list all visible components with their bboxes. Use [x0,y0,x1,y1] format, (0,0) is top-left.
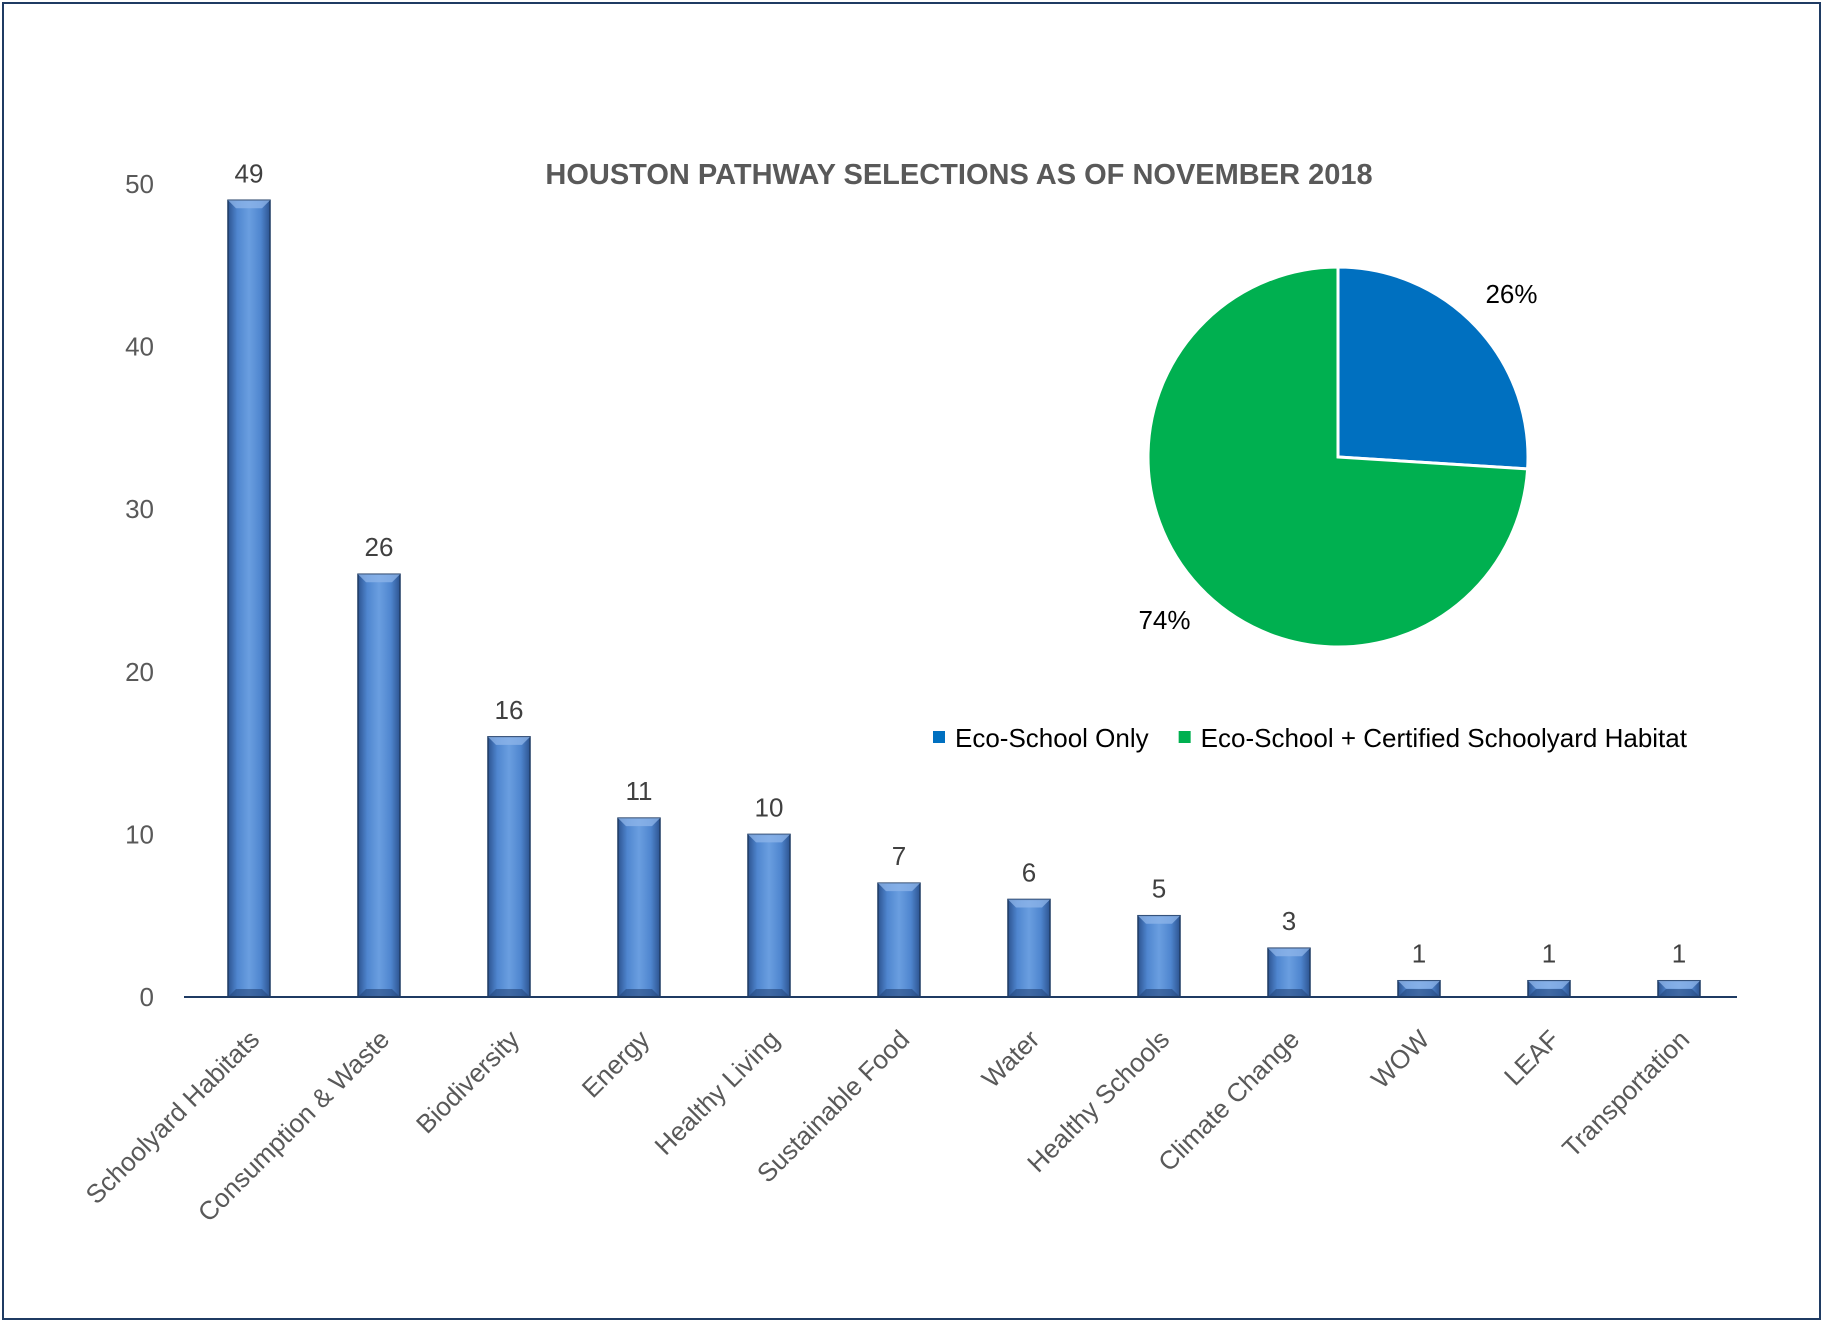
bar [357,573,401,998]
bar [1397,979,1441,998]
bar [747,833,791,998]
category-label: Energy [576,1024,655,1103]
category-label: Biodiversity [410,1024,525,1139]
legend-label: Eco-School Only [955,723,1149,753]
chart-title: HOUSTON PATHWAY SELECTIONS AS OF NOVEMBE… [545,159,1372,191]
bar [1007,898,1051,998]
data-label: 49 [235,158,264,188]
pie-legend: Eco-School Only Eco-School + Certified Sc… [933,723,1688,753]
bar [877,882,921,998]
data-label: 11 [626,776,653,806]
y-tick-label: 50 [125,169,154,199]
legend-item: Eco-School + Certified Schoolyard Habita… [1178,723,1688,753]
legend-swatch [933,731,945,743]
data-label: 1 [1412,939,1426,969]
bar [227,199,271,998]
y-tick-label: 10 [125,819,154,849]
bar [1657,979,1701,998]
data-label: 7 [892,841,906,871]
y-tick-label: 20 [125,657,154,687]
category-label: LEAF [1498,1024,1565,1091]
y-tick-label: 0 [140,982,154,1012]
y-tick-label: 40 [125,332,154,362]
bar [1137,914,1181,998]
bar-series [227,199,1701,998]
data-label: 10 [755,792,784,822]
data-label: 26 [365,532,394,562]
data-label: 6 [1022,857,1036,887]
y-axis: 0 10 20 30 40 50 [125,169,154,1012]
pie-slice-label: 74% [1138,605,1190,635]
pie-chart: 26% 74% [1138,265,1538,649]
legend-swatch [1178,731,1191,743]
data-label: 1 [1542,939,1556,969]
y-tick-label: 30 [125,494,154,524]
pie-slice [1336,265,1530,471]
bar [1527,979,1571,998]
category-label: Transportation [1556,1024,1695,1163]
data-label: 1 [1672,939,1686,969]
bar [487,736,531,998]
data-label: 5 [1152,874,1166,904]
bar [1267,947,1311,998]
chart-canvas: HOUSTON PATHWAY SELECTIONS AS OF NOVEMBE… [79,158,1737,1228]
bar [617,817,661,998]
data-label: 16 [495,695,524,725]
data-label: 3 [1282,906,1296,936]
legend-item: Eco-School Only [933,723,1149,753]
category-label: WOW [1365,1024,1436,1095]
legend-label: Eco-School + Certified Schoolyard Habita… [1201,723,1688,753]
pie-slice-label: 26% [1485,279,1537,309]
category-label: Healthy Living [649,1024,786,1161]
category-label: Climate Change [1152,1024,1305,1177]
pie-slice [1146,265,1530,649]
category-label: Water [976,1024,1046,1094]
